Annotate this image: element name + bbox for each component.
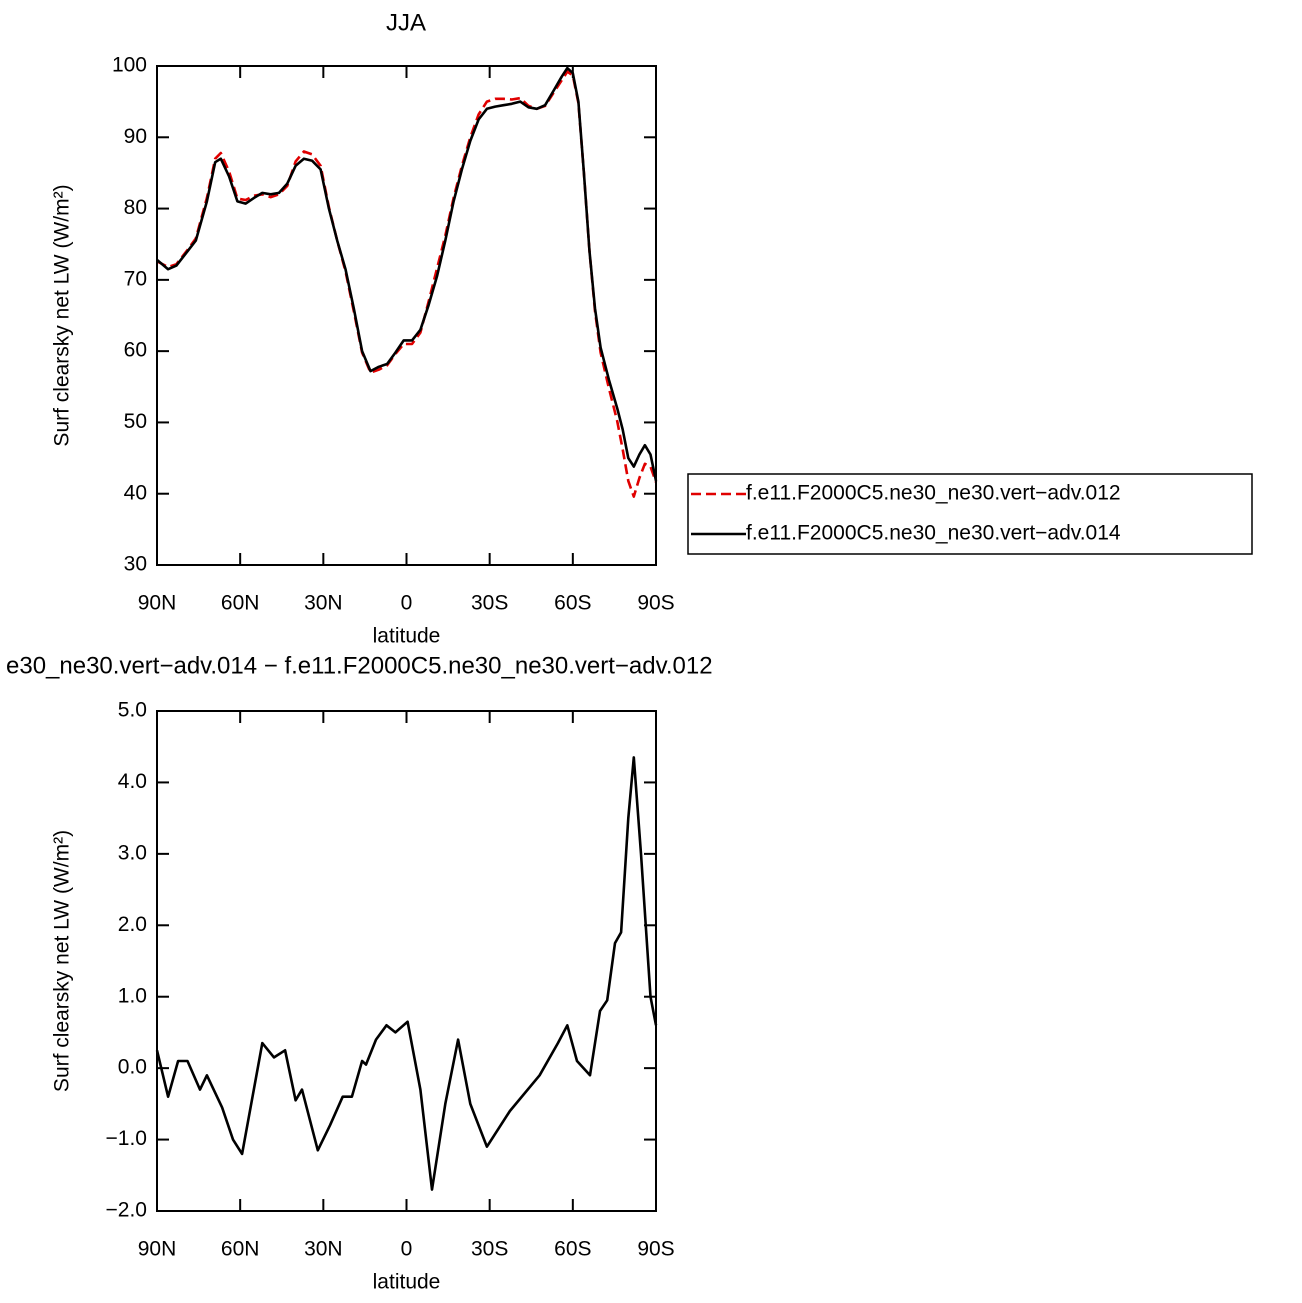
y-tick-label: 1.0 [118,984,147,1007]
x-tick-label: 60S [554,592,591,615]
y-tick-label: 0.0 [118,1056,147,1079]
y-tick-label: 60 [124,339,147,362]
data-line [155,756,658,1191]
y-tick-label: 40 [124,481,147,504]
y-tick-label: −2.0 [106,1199,147,1222]
x-tick-label: 30N [304,592,343,615]
x-axis-label: latitude [373,1271,441,1294]
x-axis-label: latitude [373,625,441,648]
plot-frame [156,710,657,1212]
y-tick-label: 70 [124,267,147,290]
y-axis-label: Surf clearsky net LW (W/m²) [51,184,74,446]
x-tick-label: 30S [471,1238,508,1261]
legend-box [687,473,1253,555]
y-tick-label: −1.0 [106,1127,147,1150]
y-tick-label: 90 [124,125,147,148]
x-tick-label: 0 [401,592,413,615]
data-line [156,66,658,482]
x-tick-label: 60N [221,1238,260,1261]
x-tick-label: 60S [554,1238,591,1261]
x-tick-label: 90S [637,592,674,615]
y-tick-label: 100 [112,54,147,77]
x-tick-label: 90S [637,1238,674,1261]
legend: f.e11.F2000C5.ne30_ne30.vert−adv.012 f.e1… [687,473,1253,555]
y-tick-label: 4.0 [118,770,147,793]
x-tick-label: 90N [138,1238,177,1261]
chart-title: e30_ne30.vert−adv.014 − f.e11.F2000C5.ne… [6,652,713,679]
y-tick-label: 2.0 [118,913,147,936]
y-tick-label: 3.0 [118,841,147,864]
y-tick-label: 5.0 [118,699,147,722]
chart-title: JJA [386,9,426,36]
y-tick-label: 50 [124,410,147,433]
legend-label: f.e11.F2000C5.ne30_ne30.vert−adv.012 [746,482,1121,505]
plot-frame [156,65,657,566]
y-tick-label: 80 [124,196,147,219]
y-tick-label: 30 [124,553,147,576]
x-tick-label: 30S [471,592,508,615]
x-tick-label: 90N [138,592,177,615]
legend-label: f.e11.F2000C5.ne30_ne30.vert−adv.014 [746,522,1121,545]
x-tick-label: 60N [221,592,260,615]
y-axis-label: Surf clearsky net LW (W/m²) [51,830,74,1092]
x-tick-label: 0 [401,1238,413,1261]
x-tick-label: 30N [304,1238,343,1261]
